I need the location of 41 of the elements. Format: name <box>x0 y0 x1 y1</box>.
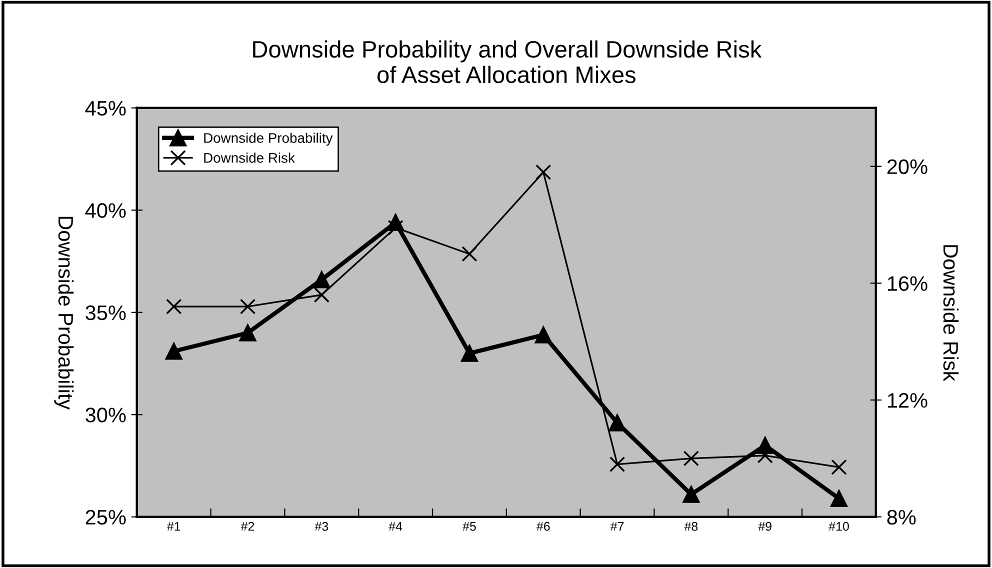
point <box>534 326 552 344</box>
y-axis-title: Downside Probability <box>54 216 74 410</box>
point <box>536 164 552 180</box>
x-tick-label: #2 <box>240 522 254 531</box>
y-tick-label: 45% <box>85 101 126 116</box>
point <box>608 414 626 432</box>
point <box>313 271 330 288</box>
point <box>831 459 847 476</box>
legend-label: Downside Risk <box>204 152 295 163</box>
y-tick-label: 25% <box>86 510 126 525</box>
x-tick-label: #1 <box>166 522 180 531</box>
point <box>682 486 700 503</box>
y2-axis-title: Downside Risk <box>943 245 959 382</box>
point <box>239 324 256 342</box>
x-tick-label: #4 <box>388 522 402 531</box>
point <box>314 287 330 303</box>
x-tick-label: #7 <box>610 522 624 531</box>
point <box>830 490 848 508</box>
chart-title: Downside Probability and Overall Downside Risk of Asset Allocation Mixes <box>253 40 762 84</box>
y2-tick-label: 8% <box>887 510 916 525</box>
y-tick-label: 30% <box>86 408 126 422</box>
point <box>609 456 626 472</box>
x-tick-label: #10 <box>828 522 849 531</box>
x-tick-label: #9 <box>758 522 772 531</box>
legend-label: Downside Probability <box>204 132 333 146</box>
x-tick-label: #6 <box>536 522 550 531</box>
point <box>240 298 256 314</box>
y2-tick-label: 12% <box>888 393 928 408</box>
point <box>165 342 182 360</box>
x-tick-label: #8 <box>684 522 698 531</box>
x-tick-label: #5 <box>462 522 476 531</box>
y-tick-label: 40% <box>85 203 126 218</box>
y2-tick-label: 20% <box>887 159 928 174</box>
point <box>460 344 478 362</box>
point <box>683 450 700 466</box>
y2-tick-label: 16% <box>888 276 928 291</box>
point <box>388 220 404 236</box>
point <box>166 298 182 314</box>
point <box>462 246 478 262</box>
x-tick-label: #3 <box>314 522 328 531</box>
y-tick-label: 35% <box>86 305 126 320</box>
